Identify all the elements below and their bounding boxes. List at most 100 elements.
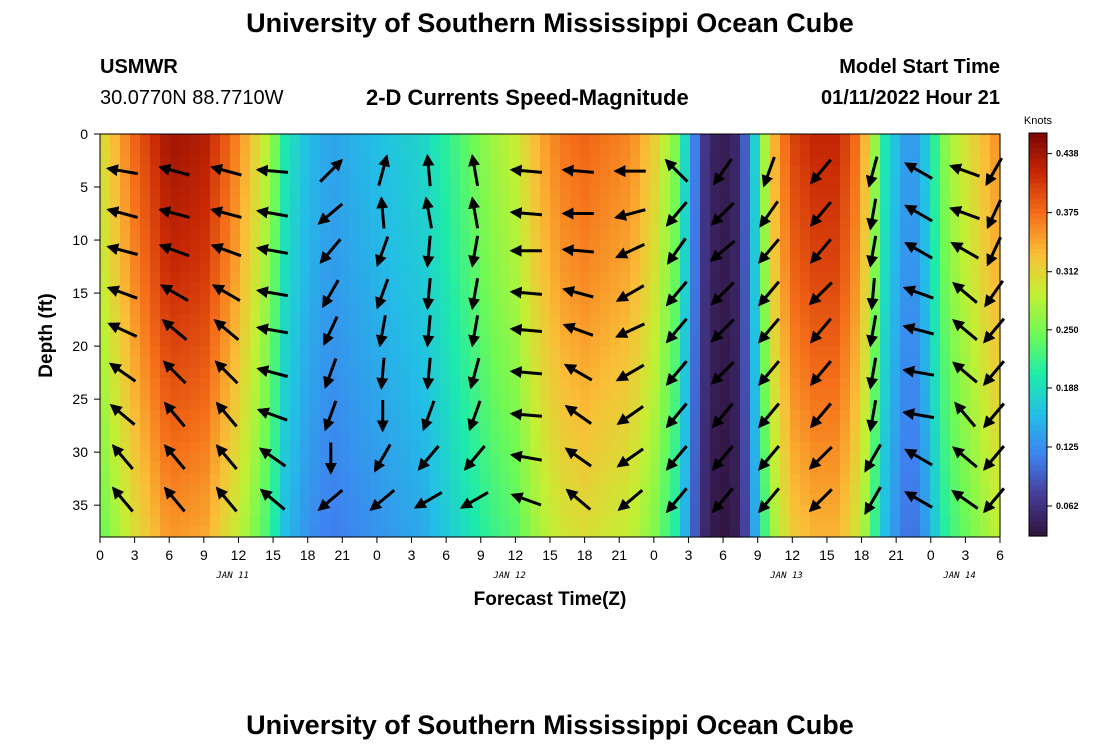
heatmap-cell — [630, 399, 641, 411]
heatmap-cell — [150, 314, 161, 326]
heatmap-cell — [540, 250, 551, 262]
heatmap-cell — [700, 293, 711, 305]
heatmap-cell — [530, 250, 541, 262]
heatmap-cell — [700, 494, 711, 506]
heatmap-cell — [640, 452, 651, 464]
heatmap-cell — [770, 367, 781, 379]
heatmap-cell — [600, 240, 611, 252]
heatmap-cell — [660, 293, 671, 305]
heatmap-cell — [680, 218, 691, 231]
heatmap-cell — [840, 218, 851, 231]
heatmap-cell — [830, 452, 841, 464]
heatmap-cell — [630, 250, 641, 262]
heatmap-cell — [600, 367, 611, 379]
heatmap-cell — [630, 346, 641, 358]
heatmap-cell — [580, 187, 591, 199]
colorbar-segment — [1029, 143, 1047, 149]
heatmap-cell — [700, 377, 711, 390]
colorbar-segment — [1029, 304, 1047, 310]
heatmap-cell — [190, 420, 201, 432]
heatmap-cell — [100, 208, 111, 220]
current-arrow — [459, 491, 489, 509]
heatmap-cell — [500, 441, 511, 453]
heatmap-cell — [370, 346, 381, 358]
heatmap-cell — [830, 483, 841, 496]
heatmap-cell — [550, 144, 561, 156]
heatmap-cell — [340, 240, 351, 252]
heatmap-cell — [760, 229, 771, 241]
heatmap-cell — [580, 144, 591, 156]
heatmap-cell — [250, 462, 261, 474]
heatmap-cell — [970, 430, 981, 443]
current-arrow — [665, 201, 688, 227]
x-tick-label: 0 — [373, 547, 381, 563]
heatmap-cell — [930, 314, 941, 326]
heatmap-cell — [480, 134, 491, 146]
heatmap-cell — [420, 144, 431, 156]
heatmap-cell — [800, 324, 811, 337]
heatmap-cell — [590, 505, 601, 517]
heatmap-cell — [180, 420, 191, 432]
heatmap-cell — [390, 324, 401, 337]
heatmap-cell — [950, 462, 961, 474]
heatmap-cell — [460, 165, 471, 178]
heatmap-cell — [550, 314, 561, 326]
current-arrow — [468, 196, 480, 229]
heatmap-cell — [290, 367, 301, 379]
y-tick-label: 25 — [72, 391, 88, 407]
heatmap-cell — [690, 155, 701, 167]
heatmap-cell — [310, 187, 321, 199]
heatmap-cell — [960, 473, 971, 485]
heatmap-cell — [900, 430, 911, 443]
heatmap-cell — [550, 526, 561, 538]
heatmap-cell — [180, 134, 191, 146]
heatmap-cell — [210, 335, 221, 347]
heatmap-cell — [310, 134, 321, 146]
heatmap-cell — [880, 452, 891, 464]
heatmap-cell — [880, 356, 891, 368]
heatmap-cell — [850, 314, 861, 326]
heatmap-cell — [640, 293, 651, 305]
heatmap-cell — [680, 515, 691, 527]
date-label: JAN 13 — [769, 571, 803, 581]
heatmap-cell — [160, 505, 171, 517]
heatmap-cell — [350, 208, 361, 220]
heatmap-cell — [990, 134, 1001, 146]
heatmap-cell — [400, 134, 411, 146]
heatmap-cell — [900, 229, 911, 241]
current-arrow — [758, 317, 781, 344]
heatmap-cell — [450, 452, 461, 464]
heatmap-cell — [100, 229, 111, 241]
heatmap-cell — [790, 134, 801, 146]
heatmap-cell — [500, 271, 511, 284]
heatmap-cell — [710, 346, 721, 358]
heatmap-cell — [990, 356, 1001, 368]
heatmap-cell — [430, 346, 441, 358]
heatmap-cell — [640, 515, 651, 527]
heatmap-cell — [620, 155, 631, 167]
heatmap-cell — [900, 271, 911, 284]
heatmap-cell — [420, 324, 431, 337]
heatmap-cell — [750, 208, 761, 220]
heatmap-cell — [520, 271, 531, 284]
heatmap-cell — [550, 165, 561, 178]
heatmap-cell — [340, 314, 351, 326]
current-arrow — [665, 445, 688, 471]
current-arrow — [759, 200, 780, 228]
heatmap-cell — [950, 303, 961, 315]
heatmap-cell — [790, 367, 801, 379]
heatmap-cell — [430, 462, 441, 474]
heatmap-cell — [550, 356, 561, 368]
heatmap-cell — [370, 526, 381, 538]
heatmap-cell — [210, 197, 221, 209]
heatmap-cell — [640, 409, 651, 421]
heatmap-cell — [530, 144, 541, 156]
heatmap-cell — [580, 473, 591, 485]
heatmap-cell — [910, 314, 921, 326]
heatmap-cell — [180, 144, 191, 156]
heatmap-cell — [850, 462, 861, 474]
heatmap-cell — [790, 218, 801, 231]
heatmap-cell — [250, 208, 261, 220]
heatmap-cell — [400, 452, 411, 464]
heatmap-cell — [580, 494, 591, 506]
